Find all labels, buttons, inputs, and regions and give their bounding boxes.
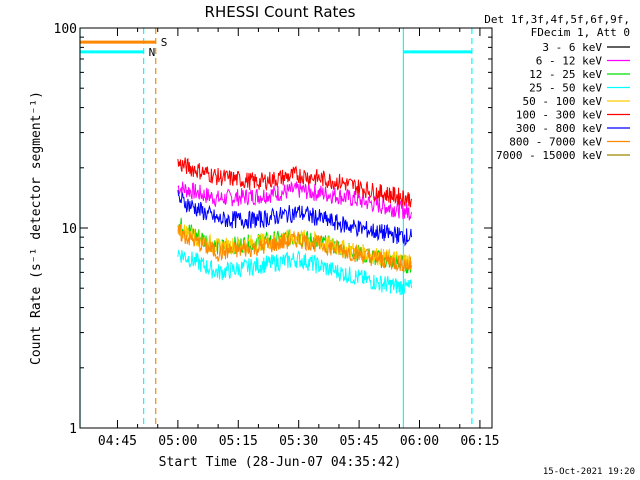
legend-header-1: FDecim 1, Att 0 xyxy=(531,26,630,39)
x-tick-label-4: 05:45 xyxy=(340,434,379,449)
legend-label-2: 12 - 25 keV xyxy=(529,68,602,81)
timestamp: 15-Oct-2021 19:20 xyxy=(543,467,635,477)
x-tick-label-5: 06:00 xyxy=(400,434,439,449)
legend-label-3: 25 - 50 keV xyxy=(529,82,602,95)
legend-label-8: 7000 - 15000 keV xyxy=(496,149,602,162)
flag-label-S: S xyxy=(161,36,168,49)
x-tick-label-1: 05:00 xyxy=(158,434,197,449)
x-axis-label: Start Time (28-Jun-07 04:35:42) xyxy=(159,455,402,470)
x-tick-label-2: 05:15 xyxy=(219,434,258,449)
legend-header-0: Det 1f,3f,4f,5f,6f,9f, xyxy=(484,13,630,26)
x-tick-label-3: 05:30 xyxy=(279,434,318,449)
chart-title: RHESSI Count Rates xyxy=(205,3,356,21)
series-line-6 xyxy=(177,189,412,247)
data-layer: SN xyxy=(79,28,473,428)
series-line-4 xyxy=(177,223,412,270)
series-line-3 xyxy=(177,249,412,296)
legend-label-5: 100 - 300 keV xyxy=(516,109,602,122)
legend-label-0: 3 - 6 keV xyxy=(542,41,602,54)
y-tick-label-1: 10 xyxy=(61,222,77,237)
flag-label-N: N xyxy=(149,46,156,59)
legend-label-7: 800 - 7000 keV xyxy=(509,136,602,149)
plot-frame xyxy=(79,27,493,429)
legend-label-6: 300 - 800 keV xyxy=(516,122,602,135)
x-tick-label-0: 04:45 xyxy=(98,434,137,449)
y-tick-label-0: 1 xyxy=(69,422,77,437)
series-line-7 xyxy=(177,223,412,273)
legend: Det 1f,3f,4f,5f,6f,9f,FDecim 1, Att 0 3 -… xyxy=(484,13,630,162)
series-line-5 xyxy=(177,157,412,208)
y-tick-label-2: 100 xyxy=(54,22,77,37)
legend-label-4: 50 - 100 keV xyxy=(523,95,603,108)
axis-ticks: 04:45 05:00 05:15 05:30 05:45 06:00 06:15 1 10 10… xyxy=(54,22,500,449)
x-tick-label-6: 06:15 xyxy=(460,434,499,449)
legend-label-1: 6 - 12 keV xyxy=(536,55,603,68)
y-axis-label: Count Rate (s⁻¹ detector segment⁻¹) xyxy=(29,91,44,365)
